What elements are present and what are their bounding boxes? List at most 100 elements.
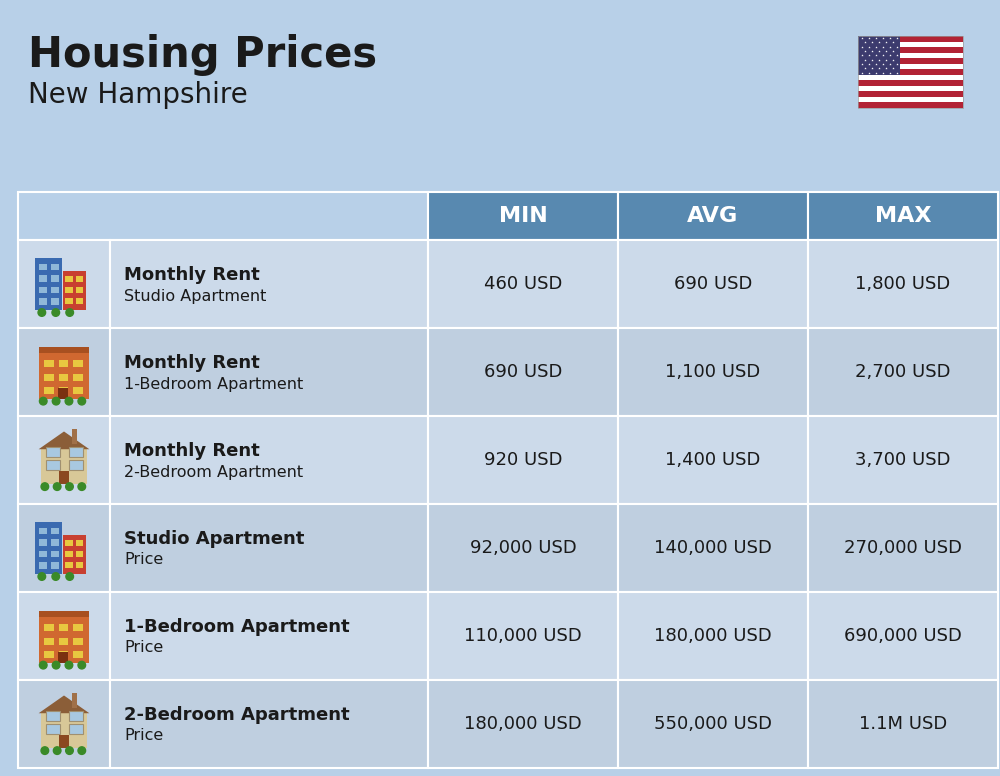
Circle shape xyxy=(39,397,47,405)
Text: 920 USD: 920 USD xyxy=(484,451,562,469)
Text: Price: Price xyxy=(124,640,163,656)
FancyBboxPatch shape xyxy=(18,240,110,328)
FancyBboxPatch shape xyxy=(59,651,68,659)
FancyBboxPatch shape xyxy=(72,429,77,444)
FancyBboxPatch shape xyxy=(808,328,998,416)
FancyBboxPatch shape xyxy=(76,287,83,293)
FancyBboxPatch shape xyxy=(858,69,963,74)
Text: 1.1M USD: 1.1M USD xyxy=(859,715,947,733)
FancyBboxPatch shape xyxy=(73,638,83,645)
Text: New Hampshire: New Hampshire xyxy=(28,81,248,109)
Text: Monthly Rent: Monthly Rent xyxy=(124,266,260,284)
FancyBboxPatch shape xyxy=(51,539,59,546)
FancyBboxPatch shape xyxy=(65,551,73,557)
FancyBboxPatch shape xyxy=(618,592,808,680)
FancyBboxPatch shape xyxy=(69,711,83,721)
FancyBboxPatch shape xyxy=(428,504,618,592)
FancyBboxPatch shape xyxy=(110,328,428,416)
FancyBboxPatch shape xyxy=(63,271,86,310)
Text: 1,800 USD: 1,800 USD xyxy=(855,275,951,293)
Text: 1,100 USD: 1,100 USD xyxy=(665,363,761,381)
Circle shape xyxy=(39,661,47,669)
Circle shape xyxy=(66,573,74,580)
FancyBboxPatch shape xyxy=(72,693,77,708)
Text: MAX: MAX xyxy=(875,206,931,226)
Circle shape xyxy=(38,309,46,317)
Text: 180,000 USD: 180,000 USD xyxy=(464,715,582,733)
FancyBboxPatch shape xyxy=(858,86,963,92)
FancyBboxPatch shape xyxy=(51,298,59,305)
FancyBboxPatch shape xyxy=(18,416,110,504)
FancyBboxPatch shape xyxy=(39,562,47,569)
FancyBboxPatch shape xyxy=(858,47,963,53)
FancyBboxPatch shape xyxy=(39,551,47,557)
FancyBboxPatch shape xyxy=(858,64,963,69)
FancyBboxPatch shape xyxy=(858,36,963,108)
FancyBboxPatch shape xyxy=(39,611,89,663)
FancyBboxPatch shape xyxy=(44,374,54,381)
FancyBboxPatch shape xyxy=(51,286,59,293)
FancyBboxPatch shape xyxy=(65,298,73,304)
FancyBboxPatch shape xyxy=(618,240,808,328)
Text: Price: Price xyxy=(124,729,163,743)
Polygon shape xyxy=(39,695,89,713)
FancyBboxPatch shape xyxy=(808,504,998,592)
FancyBboxPatch shape xyxy=(59,624,68,632)
FancyBboxPatch shape xyxy=(428,592,618,680)
Circle shape xyxy=(52,573,60,580)
FancyBboxPatch shape xyxy=(858,53,963,58)
Text: 110,000 USD: 110,000 USD xyxy=(464,627,582,645)
FancyBboxPatch shape xyxy=(858,80,963,86)
FancyBboxPatch shape xyxy=(65,287,73,293)
FancyBboxPatch shape xyxy=(428,192,618,240)
Text: MIN: MIN xyxy=(499,206,547,226)
FancyBboxPatch shape xyxy=(41,449,87,484)
FancyBboxPatch shape xyxy=(618,192,808,240)
Circle shape xyxy=(65,397,73,405)
FancyBboxPatch shape xyxy=(59,360,68,368)
FancyBboxPatch shape xyxy=(39,347,89,399)
Circle shape xyxy=(78,747,86,754)
FancyBboxPatch shape xyxy=(69,447,83,457)
FancyBboxPatch shape xyxy=(69,724,83,734)
FancyBboxPatch shape xyxy=(59,471,69,484)
FancyBboxPatch shape xyxy=(41,713,87,748)
FancyBboxPatch shape xyxy=(76,298,83,304)
FancyBboxPatch shape xyxy=(39,528,47,535)
FancyBboxPatch shape xyxy=(858,36,900,74)
Text: Housing Prices: Housing Prices xyxy=(28,34,377,76)
FancyBboxPatch shape xyxy=(44,387,54,394)
Circle shape xyxy=(53,747,61,754)
Circle shape xyxy=(66,309,74,317)
FancyBboxPatch shape xyxy=(39,347,89,353)
FancyBboxPatch shape xyxy=(46,447,60,457)
FancyBboxPatch shape xyxy=(39,611,89,617)
FancyBboxPatch shape xyxy=(858,74,963,80)
FancyBboxPatch shape xyxy=(46,724,60,734)
FancyBboxPatch shape xyxy=(59,387,68,394)
FancyBboxPatch shape xyxy=(58,652,68,663)
FancyBboxPatch shape xyxy=(59,735,69,748)
FancyBboxPatch shape xyxy=(51,551,59,557)
FancyBboxPatch shape xyxy=(808,416,998,504)
FancyBboxPatch shape xyxy=(808,192,998,240)
FancyBboxPatch shape xyxy=(618,680,808,768)
FancyBboxPatch shape xyxy=(65,276,73,282)
FancyBboxPatch shape xyxy=(428,416,618,504)
FancyBboxPatch shape xyxy=(44,651,54,659)
FancyBboxPatch shape xyxy=(858,36,963,42)
Text: 1-Bedroom Apartment: 1-Bedroom Apartment xyxy=(124,618,350,636)
Text: 1-Bedroom Apartment: 1-Bedroom Apartment xyxy=(124,376,303,392)
FancyBboxPatch shape xyxy=(110,592,428,680)
FancyBboxPatch shape xyxy=(73,374,83,381)
Text: 460 USD: 460 USD xyxy=(484,275,562,293)
FancyBboxPatch shape xyxy=(618,504,808,592)
FancyBboxPatch shape xyxy=(18,592,110,680)
Text: 92,000 USD: 92,000 USD xyxy=(470,539,576,557)
Text: 180,000 USD: 180,000 USD xyxy=(654,627,772,645)
Text: 690 USD: 690 USD xyxy=(674,275,752,293)
FancyBboxPatch shape xyxy=(44,360,54,368)
FancyBboxPatch shape xyxy=(35,258,62,310)
FancyBboxPatch shape xyxy=(51,562,59,569)
Circle shape xyxy=(52,309,60,317)
